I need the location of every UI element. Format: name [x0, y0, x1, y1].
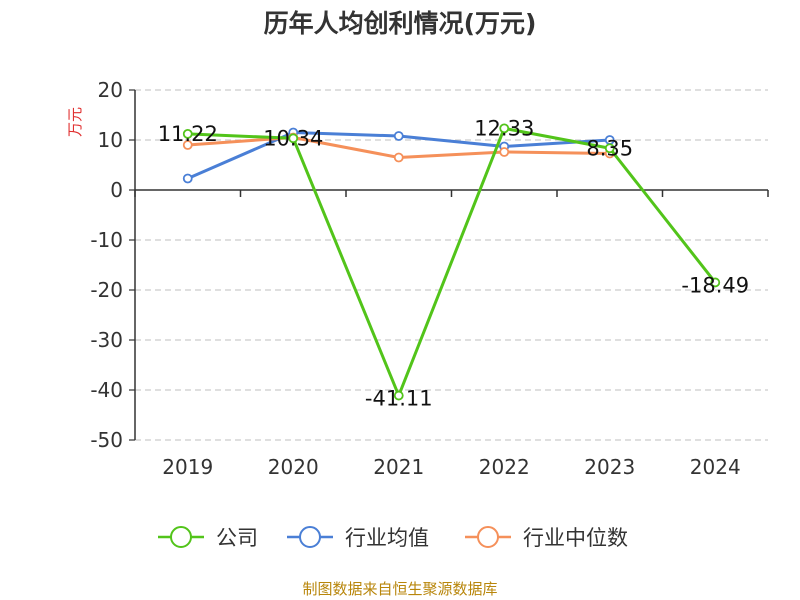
legend-marker	[299, 526, 321, 548]
x-tick-label: 2020	[268, 455, 319, 479]
data-point[interactable]	[710, 277, 721, 288]
y-axis-label: 万元	[66, 107, 84, 137]
y-tick-label: -10	[90, 228, 123, 252]
legend-item-2[interactable]: 行业中位数	[465, 526, 628, 550]
tick-labels: 20 10 0 -10 -20 -30 -40 -50 2019 2020 2021 2022 2023…	[90, 78, 740, 479]
data-point[interactable]	[393, 131, 404, 141]
data-label: 10.34	[263, 126, 323, 150]
legend-item-0[interactable]: 公司	[158, 526, 258, 550]
legend-item-1[interactable]: 行业均值	[287, 526, 429, 550]
data-point[interactable]	[182, 140, 193, 150]
data-label: 12.33	[474, 116, 534, 140]
series-line	[187, 126, 717, 398]
y-tick-label: 0	[110, 178, 123, 202]
x-tick-label: 2022	[479, 455, 530, 479]
y-tick-label: -50	[90, 428, 123, 452]
legend-marker	[477, 526, 499, 548]
y-tick-label: -30	[90, 328, 123, 352]
x-tick-label: 2024	[690, 455, 741, 479]
data-point[interactable]	[182, 173, 193, 184]
x-tick-label: 2019	[162, 455, 213, 479]
x-tick-label: 2023	[584, 455, 635, 479]
axes	[134, 90, 769, 440]
data-label: 8.35	[586, 136, 633, 160]
y-tick-label: 20	[98, 78, 123, 102]
y-tick-label: -40	[90, 378, 123, 402]
series-layer	[182, 123, 721, 401]
data-label: -18.49	[681, 273, 749, 297]
legend-marker	[170, 526, 192, 548]
data-labels: 11.22 10.34 -41.11 12.33 8.35 -18.49	[158, 116, 749, 410]
series-2	[182, 132, 615, 163]
data-label: -41.11	[365, 387, 433, 411]
source-note: 制图数据来自恒生聚源数据库	[302, 580, 497, 598]
legend-label: 行业均值	[345, 526, 429, 550]
data-point[interactable]	[499, 147, 510, 157]
series-1	[182, 127, 615, 184]
legend: 公司 行业均值 行业中位数	[158, 526, 628, 550]
chart-title: 历年人均创利情况(万元)	[264, 9, 537, 38]
data-point[interactable]	[288, 133, 299, 144]
x-tick-label: 2021	[373, 455, 424, 479]
y-tick-label: 10	[98, 128, 123, 152]
data-point[interactable]	[393, 152, 404, 163]
legend-label: 公司	[216, 526, 258, 550]
data-label: 11.22	[158, 122, 218, 146]
series-0	[182, 123, 721, 401]
data-point[interactable]	[499, 123, 510, 134]
data-point[interactable]	[393, 390, 404, 401]
data-point[interactable]	[604, 143, 615, 154]
legend-label: 行业中位数	[523, 526, 628, 550]
y-tick-label: -20	[90, 278, 123, 302]
data-point[interactable]	[182, 128, 193, 139]
